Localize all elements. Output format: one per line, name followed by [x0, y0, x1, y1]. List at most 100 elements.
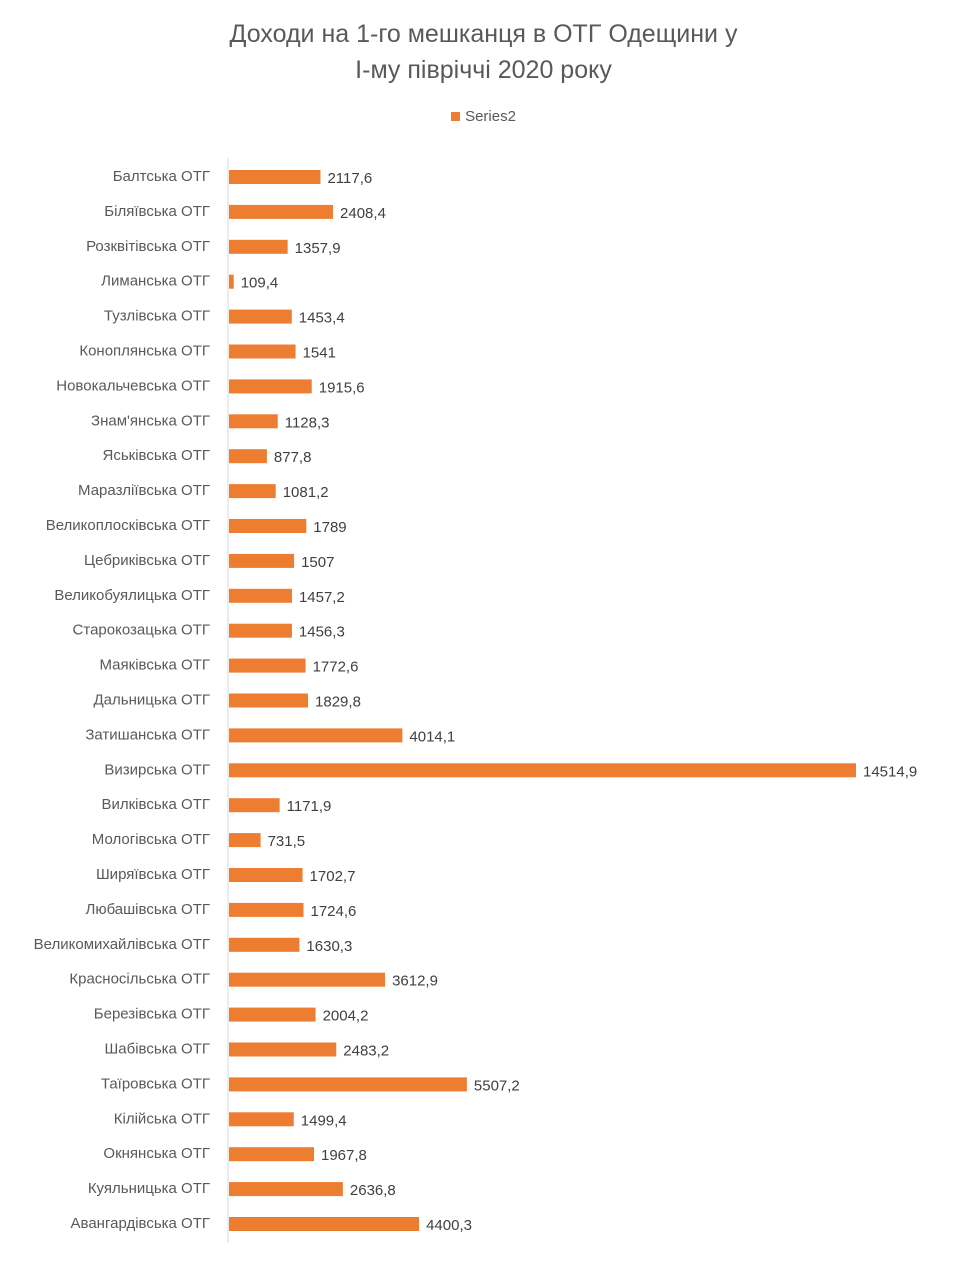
category-label: Мологівська ОТГ [92, 831, 210, 848]
bar [229, 798, 280, 813]
category-label: Коноплянська ОТГ [79, 342, 210, 359]
bar-data-label: 2636,8 [350, 1182, 396, 1199]
bar [229, 414, 278, 429]
bar [229, 1147, 315, 1162]
bar-data-label: 1128,3 [285, 414, 330, 431]
bar [229, 553, 295, 568]
category-label: Знам'янська ОТГ [91, 412, 210, 429]
bar-data-label: 1081,2 [283, 484, 329, 501]
category-label: Окнянська ОТГ [103, 1145, 210, 1162]
category-label: Цебриківська ОТГ [84, 552, 210, 569]
category-label: Біляївська ОТГ [104, 203, 210, 220]
bar [229, 902, 304, 917]
bar-data-label: 1724,6 [310, 903, 356, 920]
category-label: Шабівська ОТГ [105, 1040, 210, 1057]
chart-title-line-2: І-му півріччі 2020 року [355, 56, 612, 84]
bar-data-label: 1456,3 [299, 624, 345, 641]
bar-data-label: 1829,8 [315, 693, 361, 710]
bar-data-label: 2483,2 [343, 1042, 389, 1059]
category-label: Великоплосківська ОТГ [46, 517, 210, 534]
bar [229, 1077, 467, 1092]
bar-data-label: 1541 [303, 344, 336, 361]
bar-data-label: 2408,4 [340, 205, 386, 222]
bar-data-label: 1499,4 [301, 1112, 347, 1129]
bar-data-label: 1453,4 [299, 310, 345, 327]
bar-data-label: 2004,2 [323, 1008, 369, 1025]
bar-data-label: 5507,2 [474, 1077, 520, 1094]
bar [229, 170, 321, 184]
category-label: Дальницька ОТГ [94, 691, 211, 708]
category-label: Вилківська ОТГ [101, 796, 210, 813]
bar [229, 204, 334, 219]
bar [229, 623, 292, 638]
bar [229, 658, 306, 673]
bar-data-label: 4400,3 [426, 1217, 472, 1234]
bar-data-label: 1630,3 [306, 938, 352, 955]
bar [229, 728, 403, 743]
category-label: Куяльницька ОТГ [88, 1180, 210, 1197]
bar [229, 868, 303, 882]
category-label: Яськівська ОТГ [102, 447, 210, 464]
category-label: Маразліївська ОТГ [78, 482, 210, 499]
bar [229, 1182, 343, 1197]
bar [229, 1112, 294, 1127]
bar [229, 763, 856, 778]
category-label: Красносільська ОТГ [69, 971, 210, 988]
legend-swatch [451, 111, 461, 121]
bar-data-label: 1457,2 [299, 589, 345, 606]
category-label: Тузлівська ОТГ [104, 308, 210, 325]
bar-data-label: 4014,1 [409, 728, 455, 745]
bar [229, 309, 292, 324]
bar [229, 449, 267, 464]
category-label: Розквітівська ОТГ [86, 238, 210, 255]
bar [229, 274, 234, 289]
category-label: Таїровська ОТГ [101, 1075, 210, 1092]
bar-data-label: 1171,9 [287, 798, 332, 815]
bar-data-label: 1702,7 [310, 868, 356, 885]
bar-data-label: 1507 [301, 554, 334, 571]
bar [229, 937, 300, 952]
bar [229, 833, 261, 848]
bar-data-label: 1967,8 [321, 1147, 367, 1164]
bar [229, 239, 288, 254]
bar [229, 588, 292, 603]
bar [229, 484, 276, 499]
bar-data-label: 877,8 [274, 449, 312, 466]
category-label: Великомихайлівська ОТГ [34, 936, 210, 953]
chart-title-line-1: Доходи на 1-го мешканця в ОТГ Одещини у [229, 20, 738, 48]
bar [229, 344, 296, 359]
bar-data-label: 1915,6 [319, 379, 365, 396]
bar [229, 1042, 337, 1057]
chart-legend: Series2 [0, 108, 967, 125]
category-label: Старокозацька ОТГ [73, 622, 210, 639]
bar-data-label: 109,4 [241, 275, 279, 292]
category-label: Новокальчевська ОТГ [56, 377, 210, 394]
category-label: Великобуялицька ОТГ [54, 587, 210, 604]
bar-data-label: 14514,9 [863, 763, 917, 780]
bar-data-label: 3612,9 [392, 973, 438, 990]
category-label: Кілійська ОТГ [114, 1110, 210, 1127]
bar [229, 1217, 420, 1231]
category-label: Лиманська ОТГ [101, 273, 210, 290]
category-label: Авангардівська ОТГ [71, 1215, 210, 1232]
category-label: Ширяївська ОТГ [96, 866, 210, 883]
bar-data-label: 2117,6 [327, 170, 372, 187]
bar [229, 519, 307, 533]
bar-data-label: 1789 [313, 519, 346, 536]
bar [229, 972, 386, 987]
category-label: Березівська ОТГ [94, 1006, 210, 1023]
category-label: Балтська ОТГ [113, 168, 210, 185]
bar [229, 693, 309, 708]
bar-data-label: 1772,6 [313, 659, 359, 676]
category-label: Любашівська ОТГ [85, 901, 210, 918]
category-label: Маяківська ОТГ [100, 657, 211, 674]
bar-data-label: 731,5 [268, 833, 306, 850]
bar [229, 379, 312, 394]
bar-data-label: 1357,9 [295, 240, 341, 257]
legend-label: Series2 [465, 108, 516, 125]
category-label: Визирська ОТГ [104, 761, 210, 778]
category-label: Затишанська ОТГ [85, 726, 210, 743]
bar [229, 1007, 316, 1022]
